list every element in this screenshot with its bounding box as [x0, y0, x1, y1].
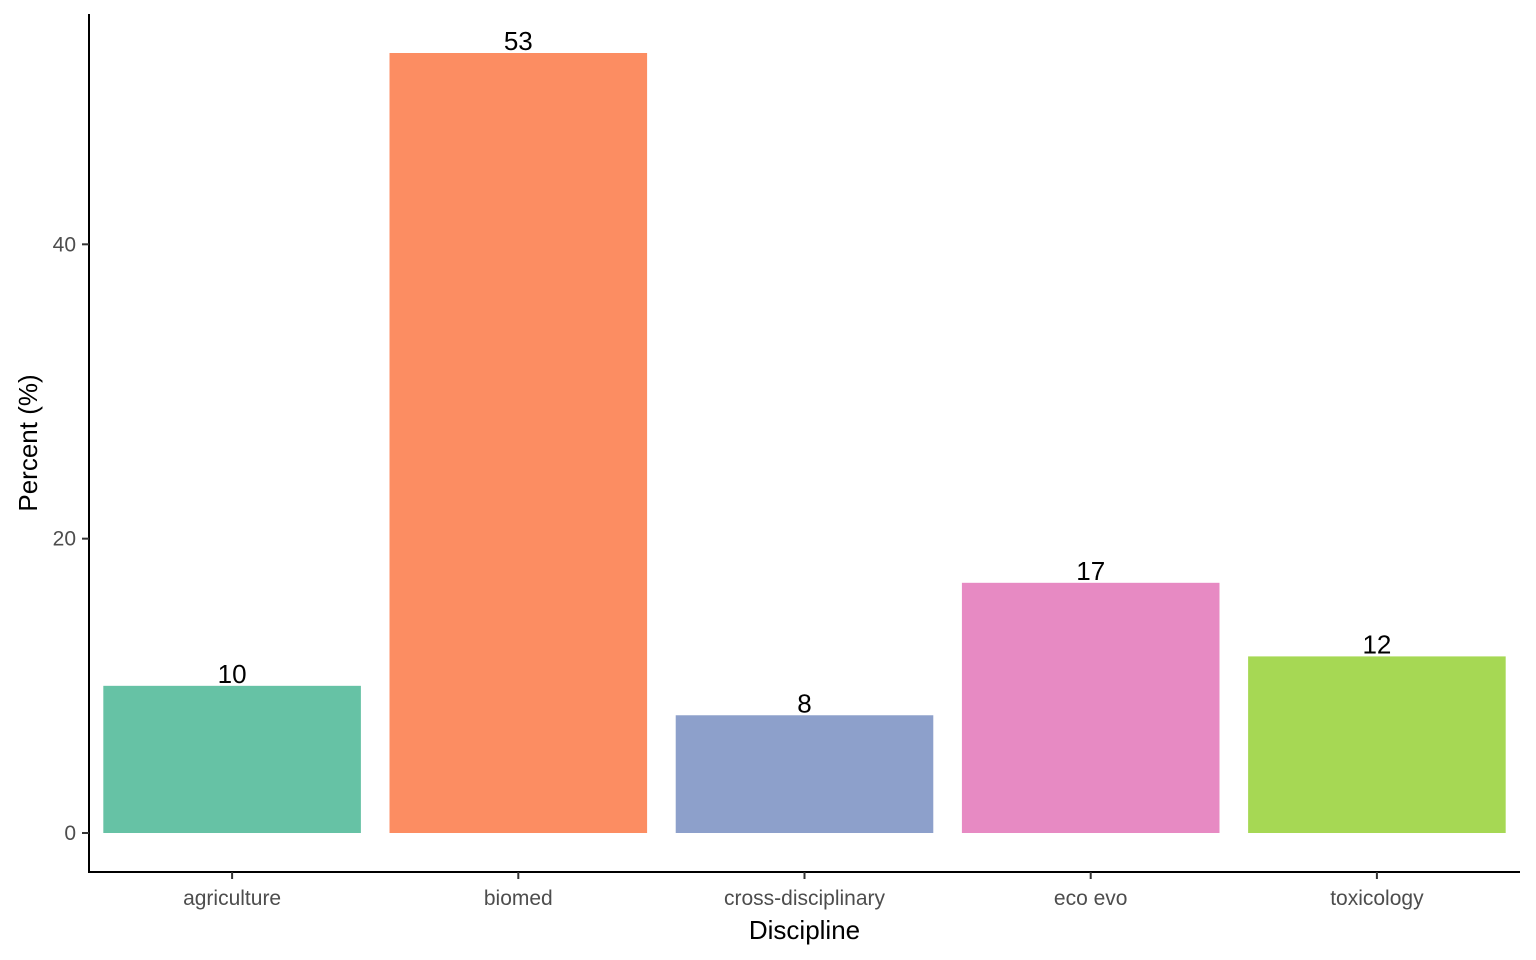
- axes: 0 20 40 agriculture biomed cross-disciplinar…: [53, 14, 1520, 910]
- y-tick-label: 20: [53, 528, 76, 551]
- y-tick-label: 40: [53, 233, 76, 256]
- data-label-biomed: 53: [504, 26, 533, 56]
- x-tick-label: eco evo: [1054, 887, 1128, 910]
- data-labels: 10 53 8 17 12: [218, 26, 1392, 718]
- bar-cross-disciplinary: [675, 715, 934, 833]
- bar-agriculture: [103, 685, 361, 833]
- x-axis-ticks: agriculture biomed cross-disciplinary eco e…: [183, 872, 1424, 910]
- bar-eco-evo: [961, 582, 1220, 833]
- x-tick-label: biomed: [484, 887, 553, 910]
- x-axis-title: Discipline: [749, 915, 860, 945]
- data-label-cross-disciplinary: 8: [797, 688, 811, 718]
- y-tick-label: 0: [64, 822, 76, 845]
- x-tick-label: cross-disciplinary: [724, 887, 886, 910]
- bar-biomed: [389, 53, 648, 833]
- bars: [103, 53, 1506, 833]
- data-label-eco-evo: 17: [1076, 556, 1105, 586]
- x-tick-label: agriculture: [183, 887, 281, 910]
- y-axis-title: Percent (%): [13, 374, 43, 511]
- data-label-toxicology: 12: [1362, 629, 1391, 659]
- bar-toxicology: [1248, 656, 1506, 833]
- y-axis-ticks: 0 20 40: [53, 233, 89, 845]
- data-label-agriculture: 10: [218, 659, 247, 689]
- x-tick-label: toxicology: [1330, 887, 1424, 910]
